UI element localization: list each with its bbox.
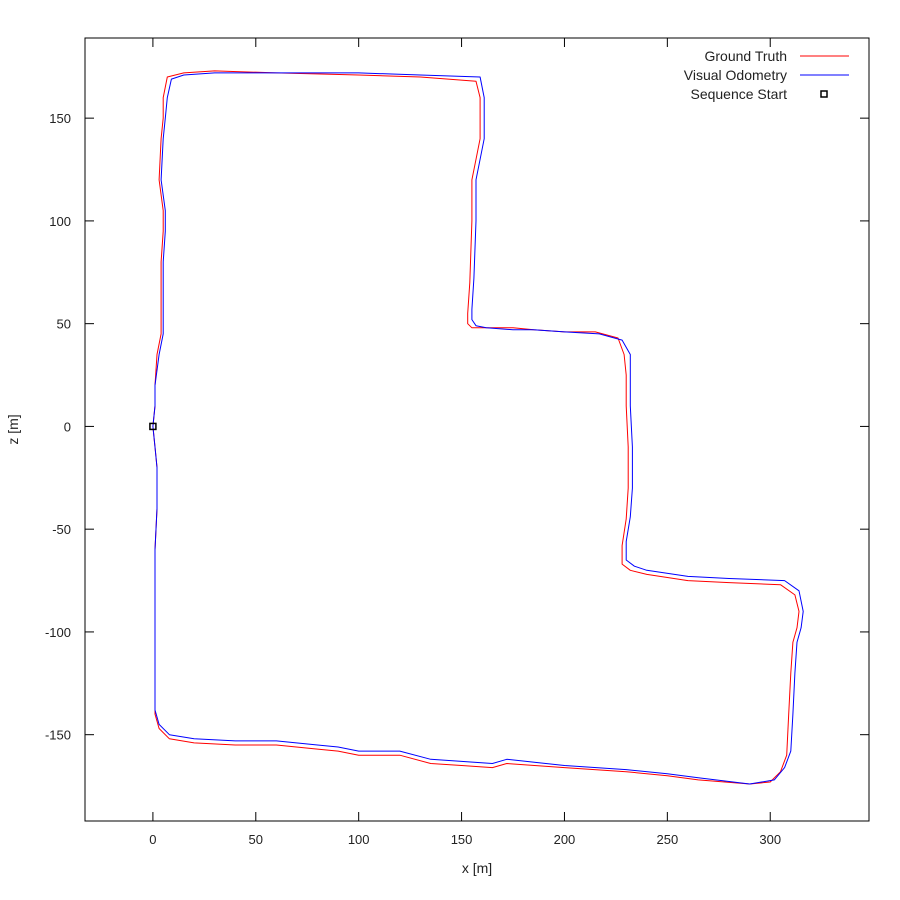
start-marker-layer [149,422,157,431]
series-line-visual-odometry [152,72,804,785]
x-tick-label: 100 [348,832,370,847]
y-tick-label: 150 [49,111,71,126]
y-axis-label: z [m] [5,414,21,444]
y-tick-label: 100 [49,214,71,229]
legend: Ground Truth Visual Odometry Sequence St… [684,48,849,102]
x-axis-label: x [m] [462,860,492,876]
y-tick-label: 50 [57,317,71,332]
plot-frame [84,37,870,822]
series-layer [152,70,804,785]
y-tick-label: 0 [64,419,71,434]
legend-label-visual-odometry: Visual Odometry [684,67,787,83]
legend-swatch-sequence-start [820,90,828,98]
y-tick-label: -150 [45,728,71,743]
y-tick-label: -50 [52,522,71,537]
x-tick-label: 200 [554,832,576,847]
x-tick-label: 250 [656,832,678,847]
series-line-ground-truth [152,70,800,785]
y-tick-label: -100 [45,625,71,640]
legend-label-ground-truth: Ground Truth [705,48,788,64]
x-tick-label: 50 [249,832,263,847]
legend-label-sequence-start: Sequence Start [690,86,787,102]
tick-layer: 0 50 100 150 200 250 300 -150 -100 -50 0 50 100 150 [45,38,869,847]
x-tick-label: 150 [451,832,473,847]
x-tick-label: 0 [149,832,156,847]
sequence-start-marker [149,422,157,431]
x-tick-label: 300 [759,832,781,847]
